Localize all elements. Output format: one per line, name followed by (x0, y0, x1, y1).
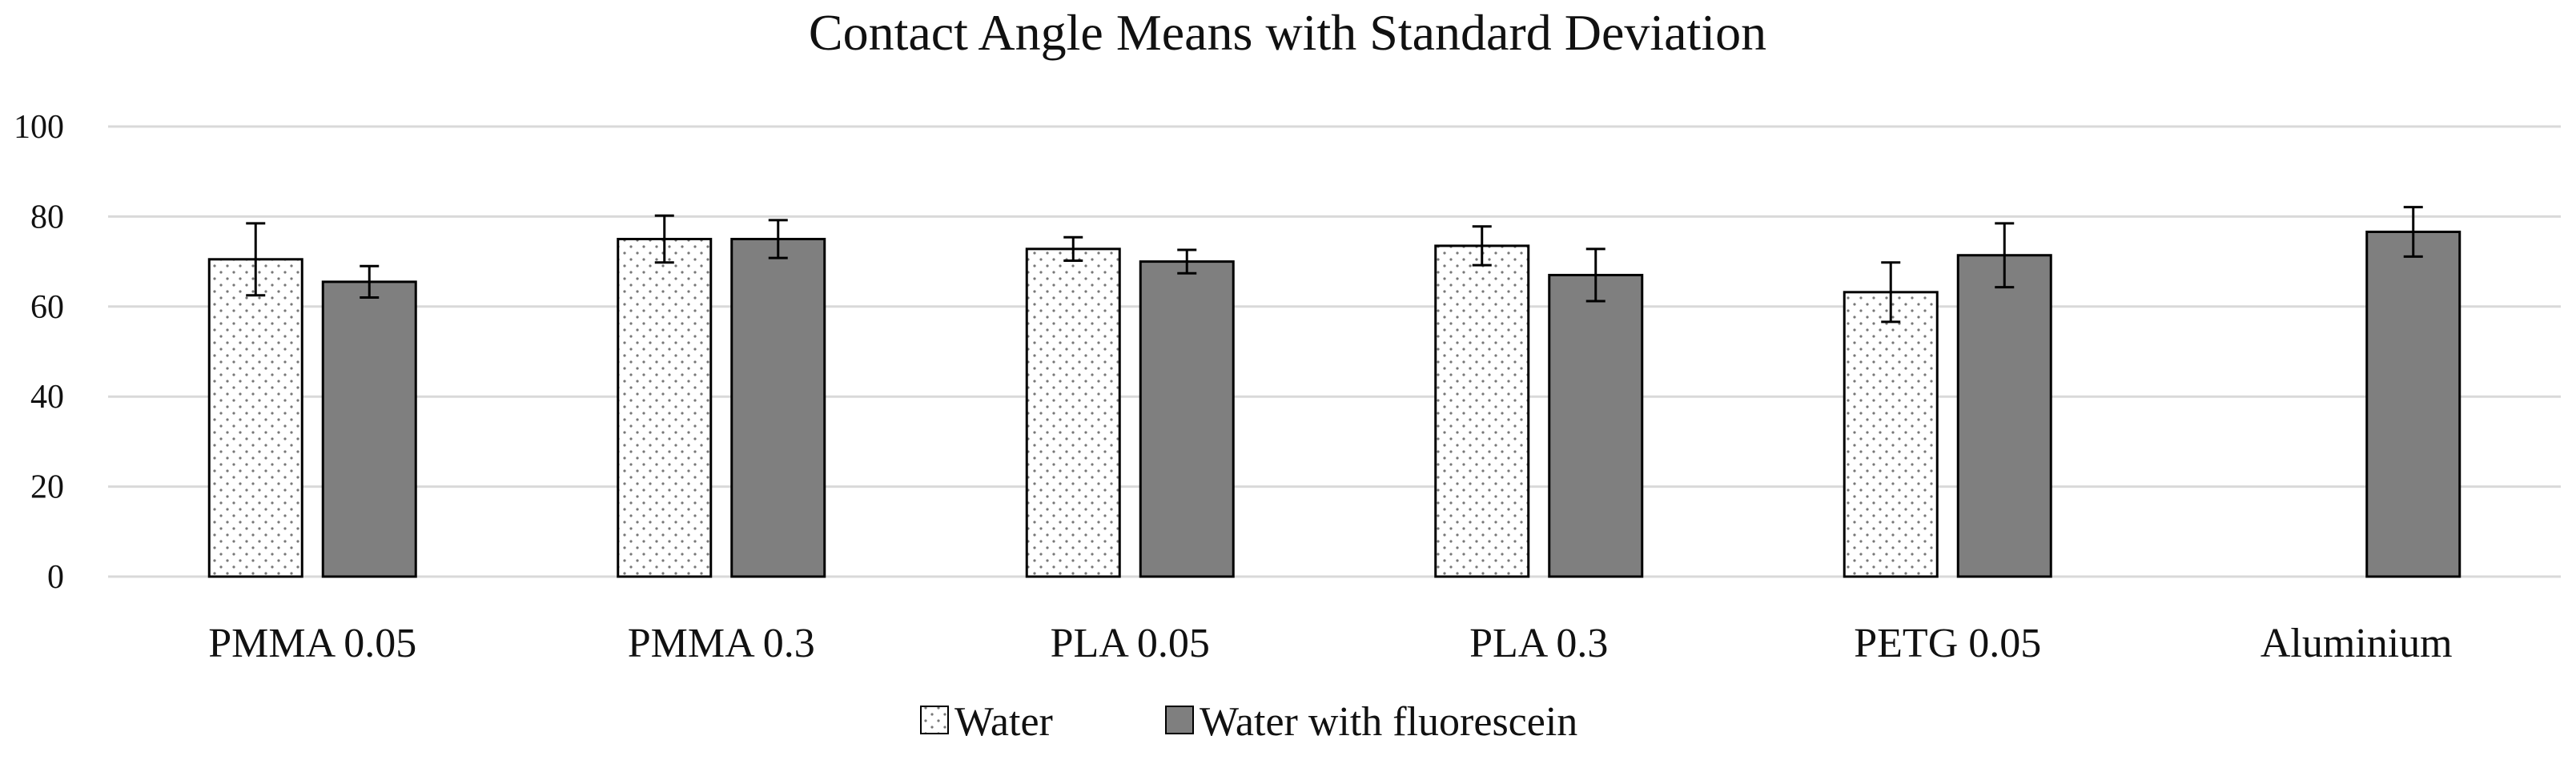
bar-fluorescein (321, 280, 417, 578)
bar-fluorescein (1139, 260, 1235, 578)
y-tick-label: 40 (30, 379, 64, 416)
legend-label: Water (954, 699, 1053, 745)
legend-swatch-fluorescein (1165, 706, 1194, 734)
y-tick-label: 80 (30, 199, 64, 235)
x-tick-label: Aluminium (2261, 621, 2453, 666)
y-tick-label: 60 (30, 289, 64, 326)
x-tick-label: PLA 0.3 (1469, 621, 1608, 666)
chart-title: Contact Angle Means with Standard Deviat… (809, 4, 1766, 61)
bar-fluorescein (2365, 231, 2461, 578)
bar-water (207, 258, 303, 578)
x-tick-label: PMMA 0.05 (208, 621, 416, 666)
y-tick-label: 100 (14, 109, 64, 146)
bar-water (1025, 247, 1121, 578)
bar-fluorescein (1956, 254, 2052, 578)
x-tick-label: PMMA 0.3 (628, 621, 815, 666)
legend: Water Water with fluorescein (920, 699, 1577, 745)
bar-water (617, 238, 713, 578)
legend-label: Water with fluorescein (1200, 699, 1577, 745)
y-tick-label: 0 (47, 559, 64, 596)
bar-water (1434, 244, 1530, 578)
x-tick-label: PLA 0.05 (1051, 621, 1210, 666)
x-tick-label: PETG 0.05 (1854, 621, 2041, 666)
bar-water (1843, 291, 1939, 578)
bar-fluorescein (1548, 273, 1644, 578)
y-tick-label: 20 (30, 469, 64, 506)
bar-fluorescein (730, 238, 826, 578)
legend-swatch-water (920, 706, 949, 734)
